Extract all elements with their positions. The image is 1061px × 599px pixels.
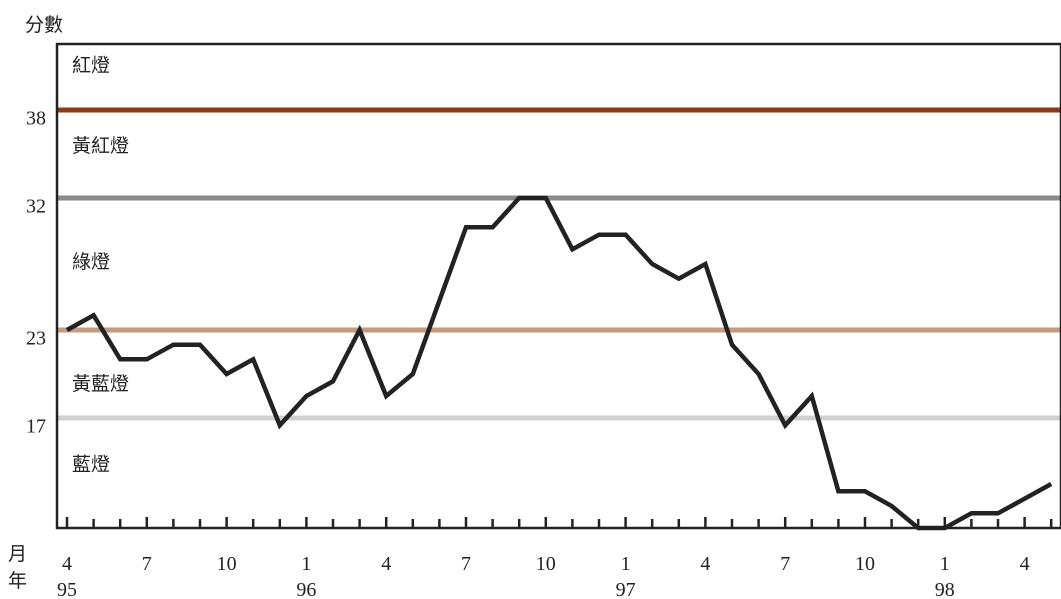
series-line <box>65 195 1053 531</box>
zone-label-4: 藍燈 <box>72 453 110 475</box>
zone-label-2: 綠燈 <box>72 251 110 273</box>
x-month-label-5: 7 <box>461 553 471 575</box>
x-month-label-4: 4 <box>381 553 391 575</box>
y-tick-labels: 38 32 23 17 <box>26 107 46 437</box>
x-year-label-2: 97 <box>616 579 636 599</box>
x-month-label-9: 7 <box>780 553 790 575</box>
x-month-label-3: 1 <box>301 553 311 575</box>
y-tick-label-2: 23 <box>26 327 46 349</box>
x-year-label-1: 96 <box>296 579 316 599</box>
x-ticks: 4 7 10 1 4 7 10 1 4 7 10 1 4 95 96 97 98 <box>57 517 1053 599</box>
x-month-label-12: 4 <box>1020 553 1030 575</box>
x-month-label-6: 10 <box>536 553 556 575</box>
zone-label-3: 黃藍燈 <box>72 373 129 395</box>
x-month-label-1: 7 <box>142 553 152 575</box>
zone-label-1: 黃紅燈 <box>72 135 129 157</box>
x-month-label-7: 1 <box>621 553 631 575</box>
zone-label-0: 紅燈 <box>72 55 110 77</box>
x-month-label-10: 10 <box>855 553 875 575</box>
x-month-label-2: 10 <box>217 553 237 575</box>
y-tick-label-0: 38 <box>26 107 46 129</box>
x-year-row-label: 年 <box>8 570 27 592</box>
x-month-label-0: 4 <box>62 553 72 575</box>
y-tick-label-3: 17 <box>26 415 46 437</box>
threshold-lines <box>57 107 1061 421</box>
x-year-label-3: 98 <box>935 579 955 599</box>
y-tick-label-1: 32 <box>26 195 46 217</box>
x-month-label-11: 1 <box>940 553 950 575</box>
x-month-row-label: 月 <box>8 543 27 565</box>
x-year-label-0: 95 <box>57 579 77 599</box>
plot-frame <box>55 42 1061 530</box>
x-month-label-8: 4 <box>700 553 710 575</box>
y-axis-label: 分數 <box>25 14 63 36</box>
